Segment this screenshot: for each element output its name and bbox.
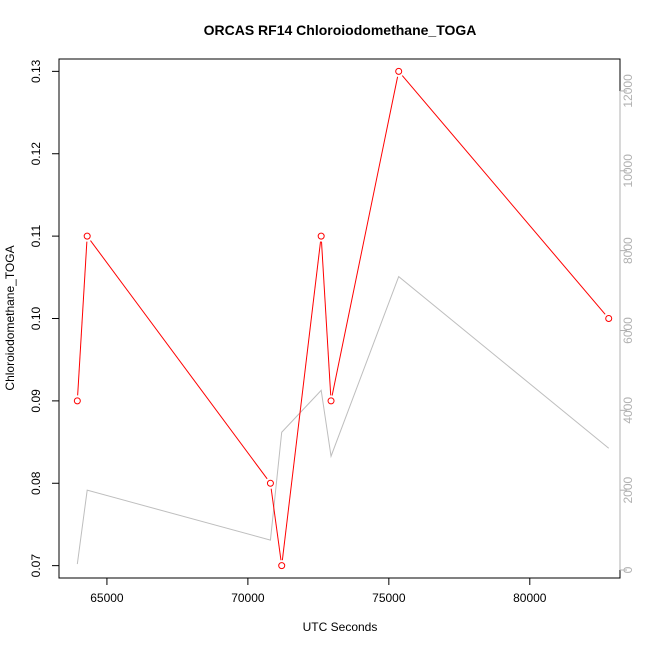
y-tick-label: 0.13 bbox=[29, 59, 43, 83]
x-tick-label: 75000 bbox=[372, 591, 406, 605]
x-tick-label: 65000 bbox=[90, 591, 124, 605]
data-point bbox=[266, 479, 274, 487]
y2-tick-label: 10000 bbox=[621, 154, 635, 188]
x-axis-label: UTC Seconds bbox=[303, 620, 378, 634]
y-tick-label: 0.12 bbox=[29, 142, 43, 166]
series-segment bbox=[401, 75, 606, 315]
chart-title: ORCAS RF14 Chloroiodomethane_TOGA bbox=[204, 22, 477, 38]
series-segment bbox=[90, 240, 268, 480]
y2-tick-label: 8000 bbox=[621, 237, 635, 264]
data-point bbox=[317, 232, 325, 240]
y-tick-label: 0.10 bbox=[29, 306, 43, 330]
series-segment bbox=[331, 76, 399, 396]
data-point bbox=[605, 315, 613, 322]
x-tick-label: 70000 bbox=[231, 591, 265, 605]
y-axis-right: 0 2000 4000 6000 8000 10000 12000 bbox=[619, 74, 635, 573]
series-line-secondary bbox=[76, 275, 610, 565]
y-tick-label: 0.07 bbox=[29, 554, 43, 578]
data-point bbox=[278, 562, 286, 570]
series-segment bbox=[77, 241, 88, 396]
data-point bbox=[83, 232, 91, 240]
series-segment bbox=[270, 488, 282, 561]
y2-tick-label: 4000 bbox=[621, 397, 635, 424]
y-axis-label: Chloroiodomethane_TOGA bbox=[3, 245, 17, 390]
y-axis-left: 0.07 0.08 0.09 0.10 0.11 0.12 0.13 bbox=[29, 59, 60, 578]
series-segment bbox=[321, 241, 332, 396]
series-layer bbox=[73, 67, 613, 570]
y2-tick-label: 0 bbox=[621, 566, 635, 573]
data-point bbox=[327, 397, 335, 405]
y2-tick-label: 6000 bbox=[621, 317, 635, 344]
plot-frame bbox=[58, 58, 621, 579]
series-segment bbox=[281, 241, 322, 561]
data-point bbox=[395, 67, 403, 75]
data-point bbox=[73, 397, 81, 405]
y-tick-label: 0.09 bbox=[29, 389, 43, 413]
x-axis: 65000 70000 75000 80000 bbox=[90, 577, 547, 605]
y-tick-label: 0.08 bbox=[29, 471, 43, 495]
y2-tick-label: 12000 bbox=[621, 74, 635, 108]
y2-tick-label: 2000 bbox=[621, 476, 635, 503]
y-tick-label: 0.11 bbox=[29, 225, 43, 248]
x-tick-label: 80000 bbox=[513, 591, 547, 605]
